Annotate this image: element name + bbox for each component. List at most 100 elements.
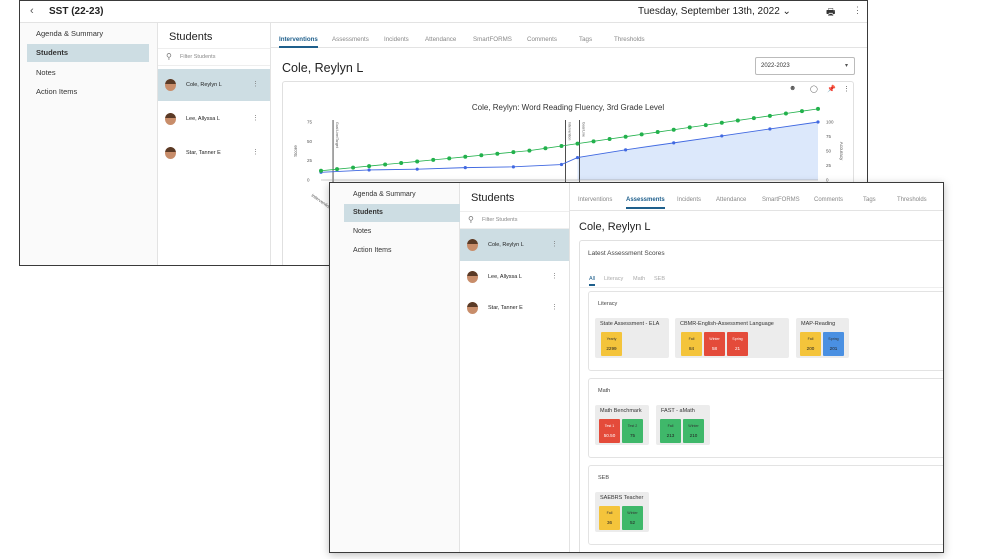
more-options-icon[interactable]: ⋮ bbox=[252, 149, 259, 156]
sidebar-item-agenda[interactable]: Agenda & Summary bbox=[353, 191, 416, 198]
tab-interventions[interactable]: Interventions bbox=[578, 197, 613, 203]
sidebar-item-notes[interactable]: Notes bbox=[36, 68, 56, 77]
data-point-green bbox=[607, 137, 612, 142]
student-row[interactable]: Cole, Reylyn L ⋮ bbox=[158, 69, 270, 101]
more-options-icon[interactable]: ⋮ bbox=[843, 86, 850, 93]
score-period: Spring bbox=[732, 337, 743, 341]
assessment-card[interactable]: Math Benchmark Test 1 50.50 Test 2 75 bbox=[595, 405, 649, 445]
data-point-green bbox=[399, 160, 404, 165]
score-chip: Winter 52 bbox=[622, 506, 643, 530]
tab-thresholds[interactable]: Thresholds bbox=[614, 36, 645, 43]
fluency-chart: Cole, Reylyn: Word Reading Fluency, 3rd … bbox=[293, 103, 844, 212]
tab-attendance[interactable]: Attendance bbox=[425, 36, 457, 43]
data-point-green bbox=[671, 127, 676, 132]
data-point-green bbox=[415, 159, 420, 164]
avatar bbox=[165, 147, 176, 159]
student-row[interactable]: Lee, Allyssa L ⋮ bbox=[460, 261, 569, 293]
data-point-blue bbox=[463, 166, 467, 170]
student-row[interactable]: Star, Tanner E ⋮ bbox=[158, 137, 270, 169]
sidebar-item-agenda[interactable]: Agenda & Summary bbox=[36, 29, 104, 38]
y-tick-label: 0 bbox=[307, 178, 310, 183]
subtab-literacy[interactable]: Literacy bbox=[604, 276, 624, 282]
search-icon: ⚲ bbox=[166, 52, 172, 61]
caret-down-icon: ▾ bbox=[844, 63, 848, 69]
print-icon[interactable]: 🖶 bbox=[826, 7, 836, 18]
tab-assessments[interactable]: Assessments bbox=[626, 197, 665, 209]
subtab-seb[interactable]: SEB bbox=[654, 276, 666, 282]
more-options-icon[interactable]: ⋮ bbox=[853, 5, 862, 15]
avatar bbox=[467, 302, 478, 314]
student-row[interactable]: Lee, Allyssa L ⋮ bbox=[158, 103, 270, 135]
y-tick-label-right: 0 bbox=[826, 178, 829, 183]
sidebar-item-action-items[interactable]: Action Items bbox=[36, 87, 78, 96]
comment-icon[interactable]: ◯ bbox=[810, 86, 818, 93]
pin-icon[interactable]: 📌 bbox=[827, 86, 836, 93]
student-row[interactable]: Star, Tanner E ⋮ bbox=[460, 292, 569, 324]
assessment-card[interactable]: CBMR-English-Assessment Language Fall 84… bbox=[675, 318, 789, 358]
date-selector[interactable]: Tuesday, September 13th, 2022 ⌄ bbox=[638, 6, 791, 17]
score-period: Fall bbox=[688, 337, 695, 341]
data-point-green bbox=[351, 165, 356, 170]
assessment-card[interactable]: FAST - aMath Fall 213 Winter 210 bbox=[656, 405, 710, 445]
score-chip: Fall 200 bbox=[800, 332, 821, 356]
data-point-green bbox=[335, 167, 340, 172]
data-point-green bbox=[447, 156, 452, 161]
subtab-math[interactable]: Math bbox=[633, 276, 646, 282]
tab-tags[interactable]: Tags bbox=[863, 197, 876, 203]
more-options-icon[interactable]: ⋮ bbox=[551, 304, 558, 311]
avatar bbox=[165, 113, 176, 125]
data-point-green bbox=[767, 113, 772, 118]
student-name: Cole, Reylyn L bbox=[488, 242, 524, 248]
sidebar-item-students[interactable]: Students bbox=[27, 44, 149, 62]
student-tabs: Interventions Assessments Incidents Atte… bbox=[570, 183, 943, 211]
data-point-green bbox=[511, 150, 516, 155]
assessment-card[interactable]: MAP-Reading Fall 200 Spring 201 bbox=[796, 318, 849, 358]
filter-students-input[interactable]: ⚲ Filter Students bbox=[158, 48, 270, 66]
scores-title: Latest Assessment Scores bbox=[588, 250, 665, 257]
tab-thresholds[interactable]: Thresholds bbox=[897, 197, 927, 203]
students-header: Students bbox=[169, 31, 213, 43]
tab-smartforms[interactable]: SmartFORMS bbox=[473, 36, 512, 43]
y-tick-label: 50 bbox=[307, 139, 313, 144]
score-period: Fall bbox=[606, 511, 613, 515]
data-point-green bbox=[383, 162, 388, 167]
people-icon[interactable]: ☻ bbox=[789, 85, 797, 92]
subtab-all[interactable]: All bbox=[589, 276, 596, 286]
more-options-icon[interactable]: ⋮ bbox=[252, 115, 259, 122]
data-point-green bbox=[319, 168, 323, 173]
tab-comments[interactable]: Comments bbox=[527, 36, 557, 43]
tab-smartforms[interactable]: SmartFORMS bbox=[762, 197, 800, 203]
data-point-blue bbox=[624, 148, 628, 152]
sidebar-item-action-items[interactable]: Action Items bbox=[353, 247, 392, 254]
y-tick-label-right: 75 bbox=[826, 134, 832, 139]
tab-interventions[interactable]: Interventions bbox=[279, 36, 318, 48]
literacy-group: Literacy State Assessment - ELA Yearly 2… bbox=[588, 291, 943, 371]
assessment-name: State Assessment - ELA bbox=[600, 321, 660, 327]
sidebar-item-notes[interactable]: Notes bbox=[353, 228, 372, 235]
student-name: Cole, Reylyn L bbox=[186, 82, 222, 88]
chart-title: Cole, Reylyn: Word Reading Fluency, 3rd … bbox=[472, 103, 664, 112]
score-value: 52 bbox=[629, 520, 636, 525]
more-options-icon[interactable]: ⋮ bbox=[551, 273, 558, 280]
score-period: Winter bbox=[627, 511, 638, 515]
more-options-icon[interactable]: ⋮ bbox=[252, 81, 259, 88]
student-row[interactable]: Cole, Reylyn L ⋮ bbox=[460, 229, 569, 261]
tab-comments[interactable]: Comments bbox=[814, 197, 844, 203]
back-chevron-icon[interactable]: ‹ bbox=[30, 5, 34, 17]
school-year-select[interactable]: 2022-2023 ▾ bbox=[755, 57, 855, 75]
sidebar-item-students[interactable]: Students bbox=[344, 204, 460, 222]
tab-assessments[interactable]: Assessments bbox=[332, 36, 369, 43]
assessment-card[interactable]: State Assessment - ELA Yearly 2299 bbox=[595, 318, 669, 358]
score-chip: Yearly 2299 bbox=[601, 332, 622, 356]
score-period: Test 1 bbox=[604, 424, 615, 428]
data-point-green bbox=[367, 164, 372, 169]
assessment-card[interactable]: SAEBRS Teacher Fall 36 Winter 52 bbox=[595, 492, 649, 532]
data-point-green bbox=[799, 109, 804, 114]
tab-tags[interactable]: Tags bbox=[579, 36, 593, 43]
tab-incidents[interactable]: Incidents bbox=[384, 36, 409, 43]
tab-incidents[interactable]: Incidents bbox=[677, 197, 702, 203]
tab-attendance[interactable]: Attendance bbox=[716, 197, 747, 203]
score-chip: Fall 36 bbox=[599, 506, 620, 530]
filter-students-input[interactable]: ⚲ Filter Students bbox=[460, 211, 569, 229]
more-options-icon[interactable]: ⋮ bbox=[551, 241, 558, 248]
